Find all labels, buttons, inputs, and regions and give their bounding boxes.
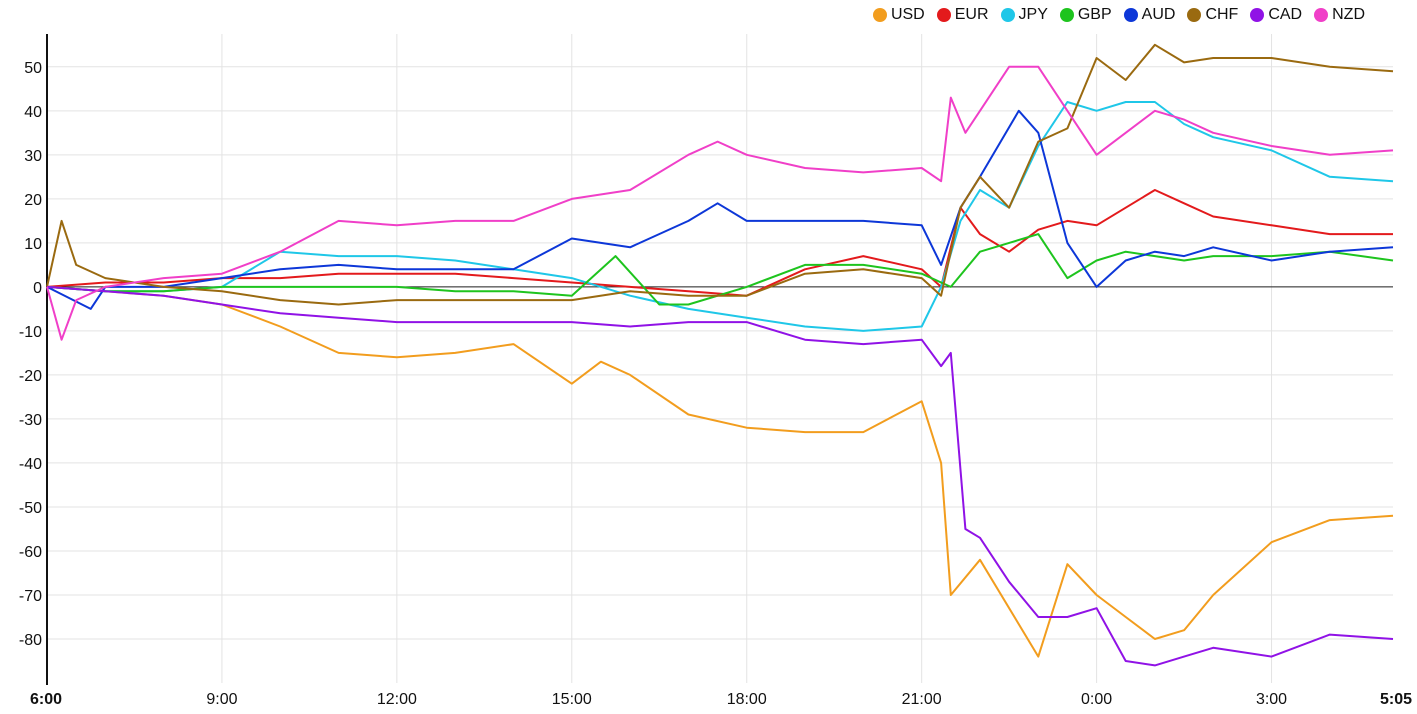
- y-tick-label: -20: [19, 368, 42, 385]
- legend-item-aud[interactable]: AUD: [1123, 6, 1176, 24]
- y-tick-label: -70: [19, 588, 42, 605]
- legend-marker: [1187, 8, 1202, 22]
- series-lines: [46, 43, 1394, 667]
- x-tick-label: 15:00: [552, 691, 592, 708]
- legend-marker: [1314, 8, 1329, 22]
- legend-label: CAD: [1268, 6, 1303, 23]
- legend-item-chf[interactable]: CHF: [1187, 6, 1238, 24]
- x-axis-ticks: 6:00 9:00 12:00 15:00 18:00 21:00 0:00 3:00 5:05: [30, 691, 1412, 708]
- legend: USD EUR JPY GBP AUD CHF CAD NZD: [872, 6, 1365, 24]
- series-line-gbp: [46, 233, 1394, 306]
- legend-item-nzd[interactable]: NZD: [1314, 6, 1365, 24]
- series-line-jpy: [46, 101, 1394, 332]
- x-tick-label: 6:00: [30, 691, 62, 708]
- y-tick-label: 0: [33, 280, 42, 297]
- y-axis-ticks: 50 40 30 20 10 0 -10 -20 -30 -40 -50 -60 -70 -80: [19, 60, 42, 649]
- legend-item-eur[interactable]: EUR: [936, 6, 989, 24]
- legend-label: CHF: [1205, 6, 1239, 23]
- y-tick-label: -10: [19, 324, 42, 341]
- x-tick-label: 21:00: [902, 691, 942, 708]
- legend-marker: [1000, 8, 1015, 22]
- legend-label: EUR: [954, 6, 989, 23]
- y-tick-label: 50: [24, 60, 42, 77]
- y-tick-label: -40: [19, 456, 42, 473]
- legend-label: AUD: [1141, 6, 1176, 23]
- legend-item-usd[interactable]: USD: [872, 6, 925, 24]
- y-tick-label: 20: [24, 192, 42, 209]
- legend-label: JPY: [1018, 6, 1048, 23]
- series-line-usd: [46, 285, 1394, 658]
- legend-label: USD: [890, 6, 925, 23]
- x-tick-label: 0:00: [1081, 691, 1112, 708]
- legend-item-jpy[interactable]: JPY: [1000, 6, 1048, 24]
- legend-label: NZD: [1332, 6, 1365, 23]
- x-tick-label: 18:00: [727, 691, 767, 708]
- legend-label: GBP: [1077, 6, 1112, 23]
- legend-marker: [1250, 8, 1265, 22]
- x-tick-label: 5:05: [1380, 691, 1412, 708]
- legend-marker: [1059, 8, 1074, 22]
- series-line-aud: [46, 109, 1394, 310]
- x-tick-label: 9:00: [206, 691, 237, 708]
- series-line-cad: [46, 285, 1394, 667]
- y-tick-label: 30: [24, 148, 42, 165]
- legend-marker: [872, 8, 887, 22]
- series-line-eur: [46, 189, 1393, 297]
- y-tick-label: 10: [24, 236, 42, 253]
- x-tick-label: 3:00: [1256, 691, 1287, 708]
- x-tick-label: 12:00: [377, 691, 417, 708]
- legend-marker: [1123, 8, 1138, 22]
- series-line-chf: [46, 43, 1394, 306]
- y-tick-label: -60: [19, 544, 42, 561]
- y-tick-label: 40: [24, 104, 42, 121]
- legend-item-gbp[interactable]: GBP: [1059, 6, 1112, 24]
- grid-lines: [47, 34, 1393, 683]
- y-tick-label: -30: [19, 412, 42, 429]
- y-tick-label: -50: [19, 500, 42, 517]
- legend-marker: [936, 8, 951, 22]
- legend-item-cad[interactable]: CAD: [1250, 6, 1302, 24]
- series-line-nzd: [46, 65, 1394, 341]
- y-tick-label: -80: [19, 632, 42, 649]
